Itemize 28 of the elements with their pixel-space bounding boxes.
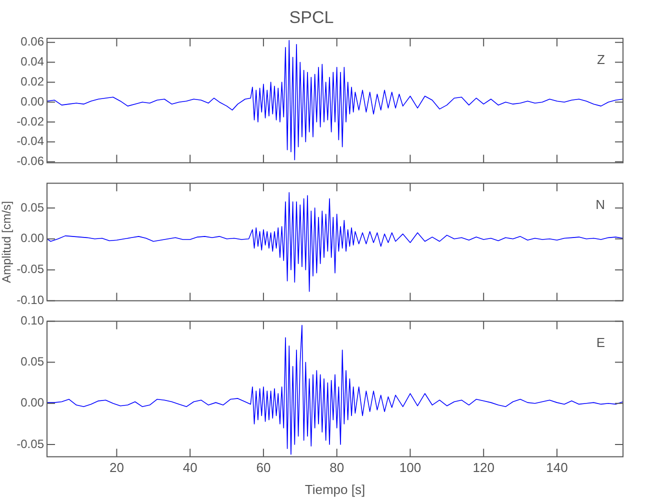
y-tick-label: 0.02 <box>20 74 44 88</box>
chart-title: SPCL <box>289 8 334 27</box>
x-tick-label: 140 <box>546 460 568 476</box>
x-tick-label: 120 <box>472 460 494 476</box>
x-axis-title: Tiempo [s] <box>304 482 366 497</box>
y-tick-label: 0.04 <box>20 54 44 69</box>
x-tick-label: 20 <box>109 460 124 476</box>
y-axis-title: Amplitud [cm/s] <box>0 200 14 284</box>
x-tick-label: 80 <box>330 460 344 476</box>
annotation: Z <box>597 52 606 67</box>
y-tick-label: -0.05 <box>16 262 44 276</box>
y-tick-label: -0.04 <box>16 134 44 148</box>
x-tick-label: 100 <box>399 460 422 476</box>
y-tick-label: 0.00 <box>20 94 44 108</box>
y-tick-label: -0.10 <box>16 293 44 308</box>
x-tick-label: 60 <box>256 460 271 476</box>
annotation: E <box>596 334 606 350</box>
y-tick-label: 0.06 <box>20 34 44 49</box>
y-tick-label: 0.00 <box>20 396 44 410</box>
y-tick-label: 0.00 <box>20 231 44 246</box>
annotation: N <box>596 196 605 212</box>
y-tick-label: -0.06 <box>16 154 44 168</box>
y-tick-label: 0.05 <box>20 354 44 369</box>
y-tick-label: 0.05 <box>20 200 44 214</box>
y-tick-label: -0.02 <box>16 114 44 128</box>
y-tick-label: 0.10 <box>20 314 44 328</box>
x-tick-label: 40 <box>182 460 198 476</box>
y-tick-label: -0.05 <box>16 436 44 451</box>
